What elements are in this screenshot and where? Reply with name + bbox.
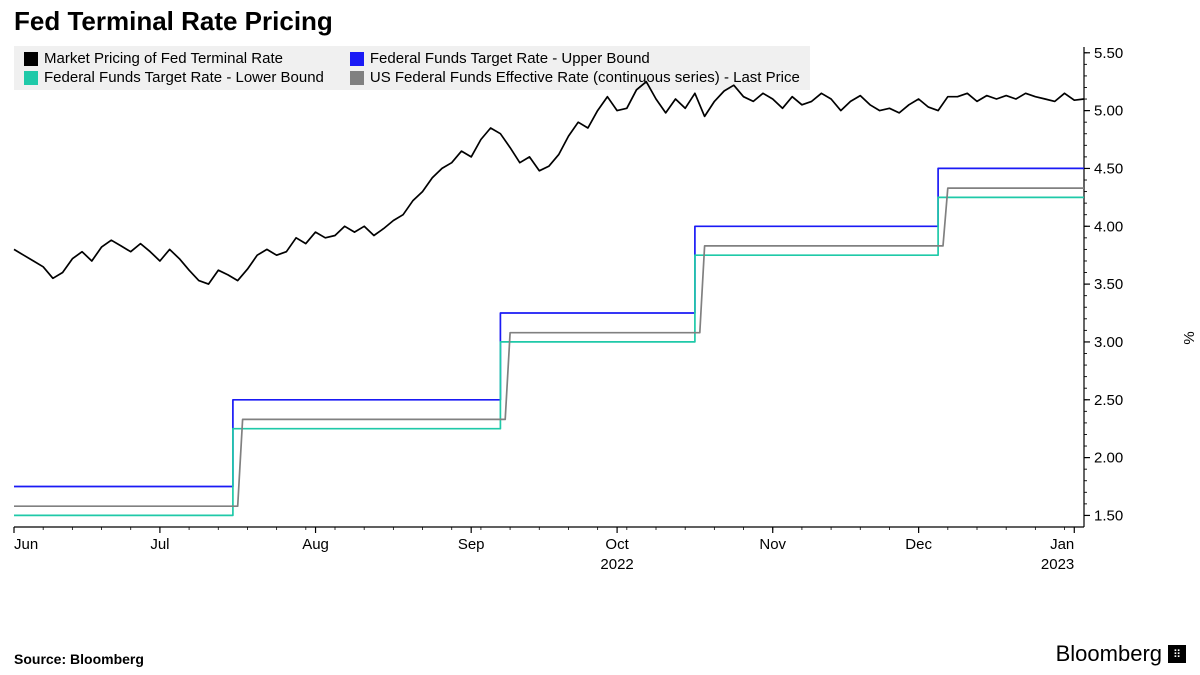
svg-text:Nov: Nov [759, 536, 786, 553]
svg-text:Jan: Jan [1050, 536, 1074, 553]
source-text: Source: Bloomberg [14, 651, 144, 667]
plot-svg: 1.50 2.00 2.50 3.00 3.50 4.00 4.50 5.00 5.50 Jun J… [14, 45, 1136, 585]
y-axis-label: % [1181, 331, 1198, 344]
svg-text:Dec: Dec [905, 536, 932, 553]
svg-text:2.50: 2.50 [1094, 392, 1123, 409]
chart-title: Fed Terminal Rate Pricing [14, 6, 333, 37]
svg-text:2023: 2023 [1041, 556, 1074, 573]
svg-text:3.50: 3.50 [1094, 276, 1123, 293]
svg-text:3.00: 3.00 [1094, 334, 1123, 351]
plot-area: 1.50 2.00 2.50 3.00 3.50 4.00 4.50 5.00 5.50 Jun J… [14, 45, 1136, 585]
svg-text:4.00: 4.00 [1094, 218, 1123, 235]
svg-text:5.00: 5.00 [1094, 103, 1123, 120]
svg-text:1.50: 1.50 [1094, 507, 1123, 524]
brand-text: Bloomberg [1056, 641, 1162, 667]
brand-icon: ⠿ [1168, 645, 1186, 663]
svg-text:Jul: Jul [150, 536, 169, 553]
svg-text:5.50: 5.50 [1094, 45, 1123, 62]
svg-text:Sep: Sep [458, 536, 485, 553]
svg-text:2.00: 2.00 [1094, 450, 1123, 467]
svg-text:4.50: 4.50 [1094, 160, 1123, 177]
svg-text:2022: 2022 [600, 556, 633, 573]
svg-text:Aug: Aug [302, 536, 329, 553]
brand-logo: Bloomberg ⠿ [1056, 641, 1186, 667]
chart-container: Fed Terminal Rate Pricing Market Pricing… [0, 0, 1200, 675]
svg-text:Jun: Jun [14, 536, 38, 553]
svg-text:Oct: Oct [605, 536, 629, 553]
